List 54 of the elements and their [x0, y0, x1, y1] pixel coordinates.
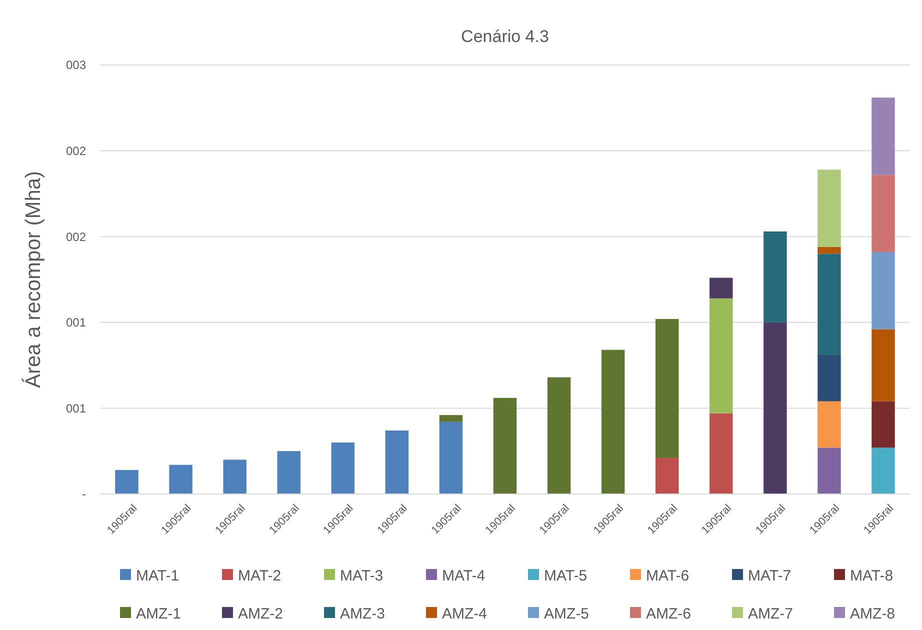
bar: [655, 318, 679, 458]
bar: [764, 231, 787, 322]
bar: [818, 254, 841, 356]
legend-label: AMZ-7: [748, 605, 793, 622]
y-tick-label: 001: [66, 316, 86, 330]
legend-label: MAT-3: [340, 567, 384, 584]
legend-label: AMZ-3: [340, 605, 385, 622]
legend-label: MAT-8: [850, 567, 894, 584]
bar: [331, 442, 355, 494]
bar: [710, 298, 733, 414]
legend-label: MAT-1: [136, 567, 180, 584]
bar: [872, 329, 895, 402]
bar: [818, 401, 841, 448]
bar: [439, 415, 463, 422]
y-tick-label: 001: [66, 401, 86, 416]
bar: [764, 322, 787, 494]
legend-label: MAT-7: [748, 567, 792, 584]
bar: [872, 252, 895, 330]
bar: [872, 448, 895, 494]
bar: [872, 174, 895, 252]
legend-label: AMZ-8: [850, 605, 895, 622]
bar: [439, 422, 463, 494]
legend-label: AMZ-4: [442, 605, 487, 622]
bar: [115, 470, 138, 494]
y-tick-label: -: [82, 487, 86, 502]
bar: [872, 98, 895, 175]
bar: [710, 413, 733, 494]
y-axis-title: Área a recompor (Mha): [21, 170, 45, 388]
legend-label: AMZ-5: [544, 605, 589, 622]
legend-label: MAT-5: [544, 567, 588, 584]
bar: [547, 377, 571, 494]
bar: [601, 350, 625, 494]
legend-label: MAT-6: [646, 567, 690, 584]
bar: [655, 458, 679, 494]
y-tick-label: 002: [66, 230, 86, 244]
legend-label: AMZ-1: [136, 605, 181, 622]
bar: [818, 170, 841, 247]
bar: [493, 398, 517, 494]
legend-label: AMZ-2: [238, 605, 283, 622]
y-tick-label: 002: [66, 144, 86, 158]
bar: [818, 355, 841, 402]
bar: [872, 401, 895, 448]
legend-label: MAT-2: [238, 567, 282, 584]
bar: [169, 464, 192, 494]
y-tick-label: 003: [66, 58, 86, 72]
bar: [277, 451, 300, 494]
bar: [385, 430, 409, 494]
legend-label: MAT-4: [442, 567, 486, 584]
legend-label: AMZ-6: [646, 605, 691, 622]
bar: [818, 448, 841, 494]
chart-title: Cenário 4.3: [461, 27, 549, 46]
bar: [710, 278, 733, 298]
bar: [818, 246, 841, 254]
bar: [223, 460, 246, 494]
